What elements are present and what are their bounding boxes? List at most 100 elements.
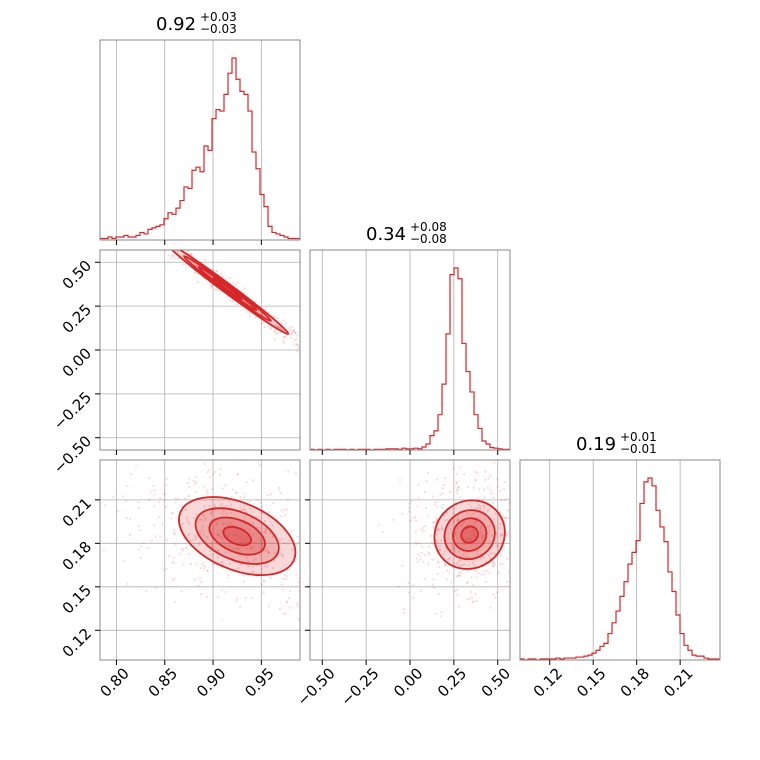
- scatter-point: [236, 529, 239, 532]
- scatter-point: [284, 513, 287, 517]
- scatter-point: [469, 514, 472, 517]
- scatter-point: [466, 581, 469, 584]
- scatter-point: [528, 514, 530, 516]
- scatter-point: [423, 577, 426, 580]
- scatter-point: [528, 499, 530, 501]
- scatter-point: [265, 565, 269, 569]
- scatter-point: [296, 350, 299, 353]
- scatter-point: [92, 181, 94, 183]
- scatter-point: [150, 491, 153, 494]
- scatter-point: [420, 528, 423, 531]
- scatter-point: [289, 332, 293, 335]
- scatter-point: [167, 240, 169, 242]
- scatter-point: [555, 551, 557, 553]
- scatter-point: [451, 548, 454, 551]
- scatter-point: [242, 573, 245, 577]
- scatter-point: [322, 368, 324, 370]
- scatter-point: [226, 523, 229, 526]
- scatter-point: [262, 579, 265, 582]
- scatter-point: [462, 522, 465, 525]
- scatter-point: [493, 518, 496, 521]
- scatter-point: [449, 581, 453, 584]
- x-tick-label: 0.80: [96, 664, 132, 700]
- title-plus-error: +0.03: [200, 10, 237, 24]
- scatter-point: [327, 365, 329, 367]
- scatter-point: [165, 245, 167, 247]
- scatter-point: [137, 548, 141, 551]
- scatter-point: [206, 569, 209, 572]
- scatter-point: [233, 534, 236, 537]
- scatter-point: [220, 589, 223, 592]
- scatter-point: [432, 578, 435, 581]
- scatter-point: [197, 584, 200, 587]
- scatter-point: [269, 493, 273, 496]
- scatter-point: [481, 535, 485, 538]
- scatter-point: [302, 346, 304, 348]
- scatter-point: [444, 546, 447, 549]
- x-tick-label: −0.50: [293, 664, 338, 709]
- scatter-point: [480, 512, 483, 516]
- scatter-point: [201, 513, 205, 517]
- scatter-point: [201, 563, 204, 567]
- scatter-point: [304, 340, 306, 342]
- scatter-point: [237, 567, 240, 570]
- scatter-point: [457, 486, 460, 489]
- scatter-point: [180, 244, 182, 246]
- scatter-point: [291, 548, 294, 552]
- scatter-point: [193, 534, 196, 537]
- scatter-point: [280, 553, 283, 556]
- scatter-point: [171, 511, 174, 515]
- scatter-point: [474, 470, 477, 473]
- scatter-point: [452, 562, 456, 566]
- scatter-point: [262, 591, 265, 594]
- scatter-point: [173, 562, 176, 565]
- scatter-point: [271, 524, 274, 527]
- scatter-point: [145, 589, 148, 592]
- scatter-point: [470, 523, 473, 526]
- x-tick-label: 0.00: [390, 664, 426, 700]
- scatter-point: [350, 385, 352, 387]
- scatter-point: [211, 532, 215, 535]
- scatter-point: [280, 509, 283, 512]
- scatter-point: [315, 559, 317, 561]
- scatter-point: [200, 260, 203, 264]
- scatter-point: [139, 221, 141, 223]
- scatter-point: [271, 567, 274, 570]
- scatter-point: [250, 597, 254, 600]
- scatter-point: [93, 193, 95, 195]
- scatter-point: [109, 201, 111, 203]
- scatter-point: [501, 562, 504, 565]
- scatter-point: [416, 505, 419, 508]
- scatter-point: [426, 515, 429, 518]
- scatter-point: [482, 504, 485, 507]
- scatter-point: [444, 563, 448, 566]
- scatter-point: [443, 562, 446, 566]
- scatter-point: [459, 523, 462, 527]
- y-tick-label: −0.25: [50, 388, 95, 433]
- scatter-point: [317, 516, 319, 518]
- scatter-point: [249, 546, 252, 549]
- contour-level-4: [212, 276, 243, 301]
- y-tick-label: 0.12: [59, 625, 95, 661]
- scatter-point: [481, 537, 484, 541]
- scatter-point: [442, 553, 445, 556]
- scatter-point: [558, 593, 560, 595]
- scatter-point: [455, 588, 458, 592]
- scatter-point: [419, 558, 422, 561]
- scatter-point: [267, 511, 270, 514]
- scatter-point: [512, 561, 514, 563]
- scatter-point: [202, 533, 206, 536]
- grid-layer: [100, 40, 681, 660]
- scatter-point: [239, 496, 242, 499]
- scatter-point: [130, 213, 132, 215]
- scatter-point: [429, 534, 433, 537]
- scatter-point: [249, 547, 253, 550]
- scatter-point: [153, 489, 156, 492]
- scatter-point: [165, 245, 167, 247]
- scatter-point: [203, 505, 206, 508]
- scatter-point: [212, 553, 215, 556]
- scatter-point: [529, 520, 531, 522]
- y-tick-label: 0.50: [59, 257, 95, 293]
- scatter-point: [48, 154, 50, 156]
- scatter-point: [236, 547, 239, 550]
